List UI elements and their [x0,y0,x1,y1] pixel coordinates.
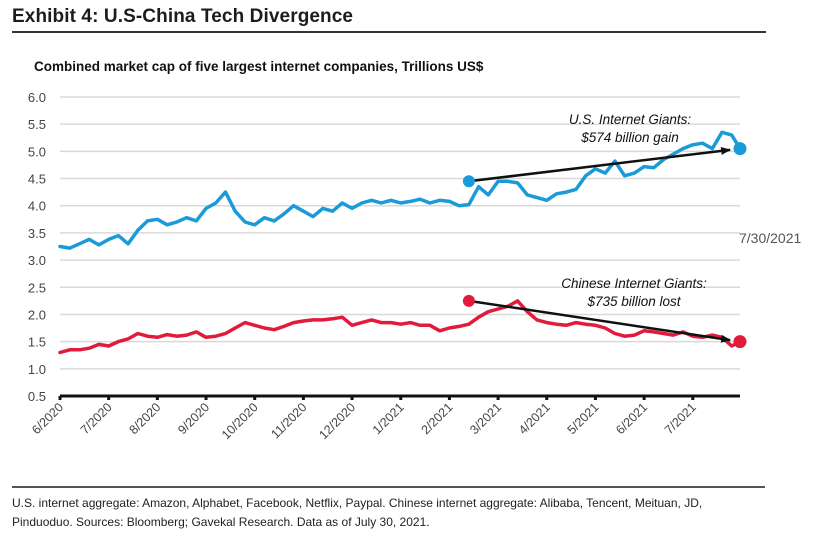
source-note: U.S. internet aggregate: Amazon, Alphabe… [12,496,703,529]
end-marker [733,335,747,349]
y-tick-label: 2.0 [28,307,46,322]
x-axis: 6/2020 7/2020 8/2020 9/2020 10/2020 11/2020 12… [29,394,740,442]
annotation-text: $735 billion lost [586,294,681,309]
y-tick-label: 1.0 [28,362,46,377]
x-tick-label: 3/2021 [467,400,504,437]
x-tick-label: 6/2021 [613,400,650,437]
x-tick-label: 10/2020 [219,400,261,442]
end-marker [733,142,747,156]
x-tick-label: 4/2021 [516,400,553,437]
exhibit-title: Exhibit 4: U.S-China Tech Divergence [12,6,354,27]
y-tick-label: 5.5 [28,117,46,132]
chart-title: Combined market cap of five largest inte… [34,59,484,74]
x-tick-label: 11/2020 [268,400,309,441]
annotation-text: U.S. Internet Giants: [569,112,692,127]
y-tick-label: 4.5 [28,172,46,187]
title-divider [12,31,766,33]
x-tick-label: 12/2020 [316,400,358,442]
end-date-label: 7/30/2021 [739,230,801,246]
y-tick-label: 5.0 [28,144,46,159]
x-tick-label: 7/2021 [662,400,699,437]
series-lines [58,130,742,355]
start-marker [462,175,475,188]
y-axis: 0.5 1.0 1.5 2.0 2.5 3.0 3.5 4.0 4.5 5.0 5.5 6.0 [28,90,46,404]
y-tick-label: 4.0 [28,199,46,214]
annotations: 7/30/2021 U.S. Internet Giants: $574 billi… [462,112,801,349]
y-tick-label: 3.5 [28,226,46,241]
line-chart: 0.5 1.0 1.5 2.0 2.5 3.0 3.5 4.0 4.5 5.0 5.5 6.0 6/2… [28,90,802,442]
x-tick-label: 5/2021 [565,400,602,437]
x-tick-label: 8/2020 [127,400,164,437]
x-tick-label: 1/2021 [370,400,407,437]
china-series-line [58,299,742,355]
footer-divider [12,486,765,488]
annotation-text: $574 billion gain [580,130,679,145]
us-series-line [58,130,742,250]
y-tick-label: 2.5 [28,280,46,295]
x-tick-label: 9/2020 [175,400,212,437]
y-tick-label: 3.0 [28,253,46,268]
annotation-text: Chinese Internet Giants: [561,276,707,291]
gridlines [60,96,740,370]
y-tick-label: 1.5 [28,335,46,350]
trend-arrow [468,299,732,343]
start-marker [462,294,475,307]
x-tick-label: 6/2020 [29,400,66,437]
x-tick-label: 7/2020 [78,400,115,437]
y-tick-label: 6.0 [28,90,46,105]
trend-arrow [468,146,732,183]
y-tick-label: 0.5 [28,389,46,404]
x-tick-label: 2/2021 [419,400,456,437]
